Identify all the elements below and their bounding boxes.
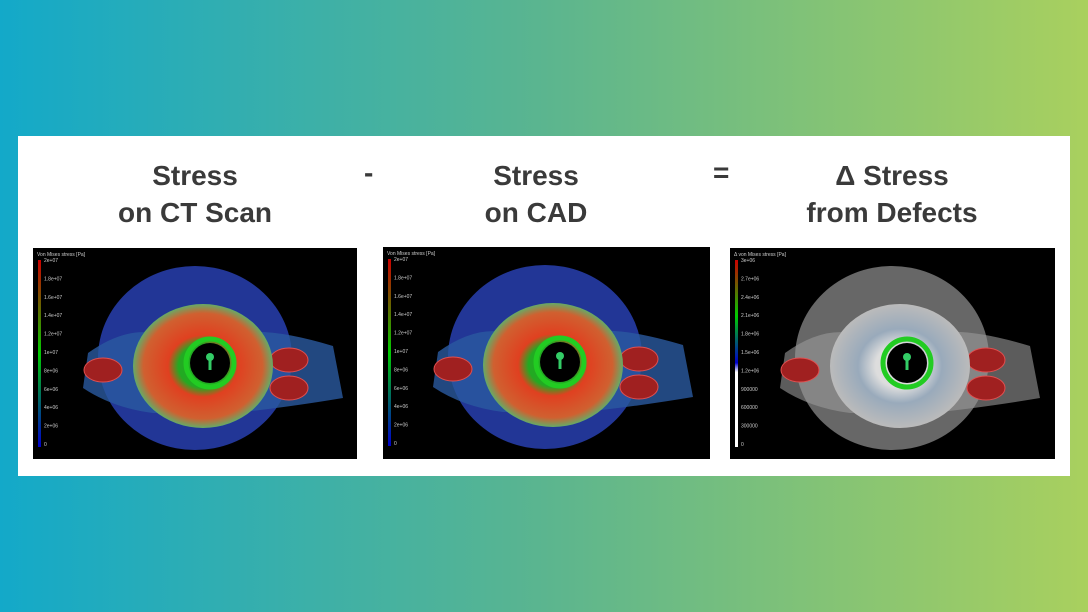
colorbar-label: 900000 [741,387,758,393]
mount-cup [966,375,1006,401]
panel: Δ von Mises stress [Pa]3e+06 2.7e+06 2.4e+… [730,248,1055,459]
colorbar-label: 2.1e+06 [741,313,759,319]
colorbar-label: 1.8e+07 [44,276,62,282]
term-line: Stress [152,160,238,191]
colorbar-label: 1.4e+07 [394,312,412,318]
term-line: on CAD [484,197,588,228]
key-head [556,352,564,360]
mount-cup [269,347,309,373]
key-stem [208,358,212,370]
bore-ring [880,336,934,390]
colorbar-label: 300000 [741,424,758,430]
colorbar [388,259,391,446]
colorbar-label: 1.2e+06 [741,368,759,374]
term-line: on CT Scan [117,197,272,228]
term-line: from Defects [806,197,978,228]
colorbar-label: 2e+06 [44,424,58,430]
colorbar-label: 1.6e+07 [44,295,62,301]
colorbar-label: 600000 [741,405,758,411]
mount-cup [780,357,820,383]
colorbar-label: 3e+06 [741,258,755,264]
mount-cup [619,374,659,400]
mount-cup [966,347,1006,373]
colorbar-label: 6e+06 [44,387,58,393]
mount-cup [269,375,309,401]
legend-title: Δ von Mises stress [Pa] [734,252,787,258]
colorbar-label: 8e+06 [44,368,58,374]
term-line: Stress [493,160,579,191]
colorbar-label: 1e+07 [394,349,408,355]
colorbar-label: 2e+07 [44,258,58,264]
key-head [206,353,214,361]
colorbar-label: 1.5e+06 [741,350,759,356]
colorbar-label: 4e+06 [44,405,58,411]
term: Stress on CT Scan [45,157,345,231]
term: Δ Stress from Defects [742,157,1042,231]
colorbar-label: 1.2e+07 [394,331,412,337]
colorbar-label: 1.4e+07 [44,313,62,319]
colorbar-label: 0 [44,442,47,448]
key-stem [905,358,909,370]
colorbar-label: 2.4e+06 [741,295,759,301]
bore-ring [533,335,587,389]
mount-cup [433,356,473,382]
key-stem [558,357,562,369]
colorbar-label: 2.7e+06 [741,276,759,282]
colorbar-label: 6e+06 [394,386,408,392]
term-line: Δ Stress [835,160,949,191]
colorbar-label: 1.8e+07 [394,275,412,281]
legend-title: Von Mises stress [Pa] [387,251,436,257]
colorbar-label: 1.2e+07 [44,332,62,338]
colorbar-label: 0 [741,442,744,448]
colorbar [38,260,41,447]
colorbar-label: 4e+06 [394,404,408,410]
colorbar-label: 1e+07 [44,350,58,356]
panel: Von Mises stress [Pa]2e+07 1.8e+07 1.6e+07… [383,247,710,459]
operator: - [364,157,374,188]
term: Stress on CAD [386,157,686,231]
colorbar-label: 8e+06 [394,367,408,373]
mount-cup [619,346,659,372]
operator: = [713,157,730,188]
colorbar-label: 2e+07 [394,257,408,263]
mount-cup [83,357,123,383]
colorbar [735,260,738,447]
legend-title: Von Mises stress [Pa] [37,252,86,258]
colorbar-label: 1.8e+06 [741,332,759,338]
key-head [903,353,911,361]
panel: Von Mises stress [Pa]2e+07 1.8e+07 1.6e+07… [33,248,357,459]
colorbar-label: 2e+06 [394,423,408,429]
card: Stress on CT Scan - Stress on CAD = Δ Stre… [18,136,1070,476]
colorbar-label: 0 [394,441,397,447]
colorbar-label: 1.6e+07 [394,294,412,300]
bore-ring [183,336,237,390]
